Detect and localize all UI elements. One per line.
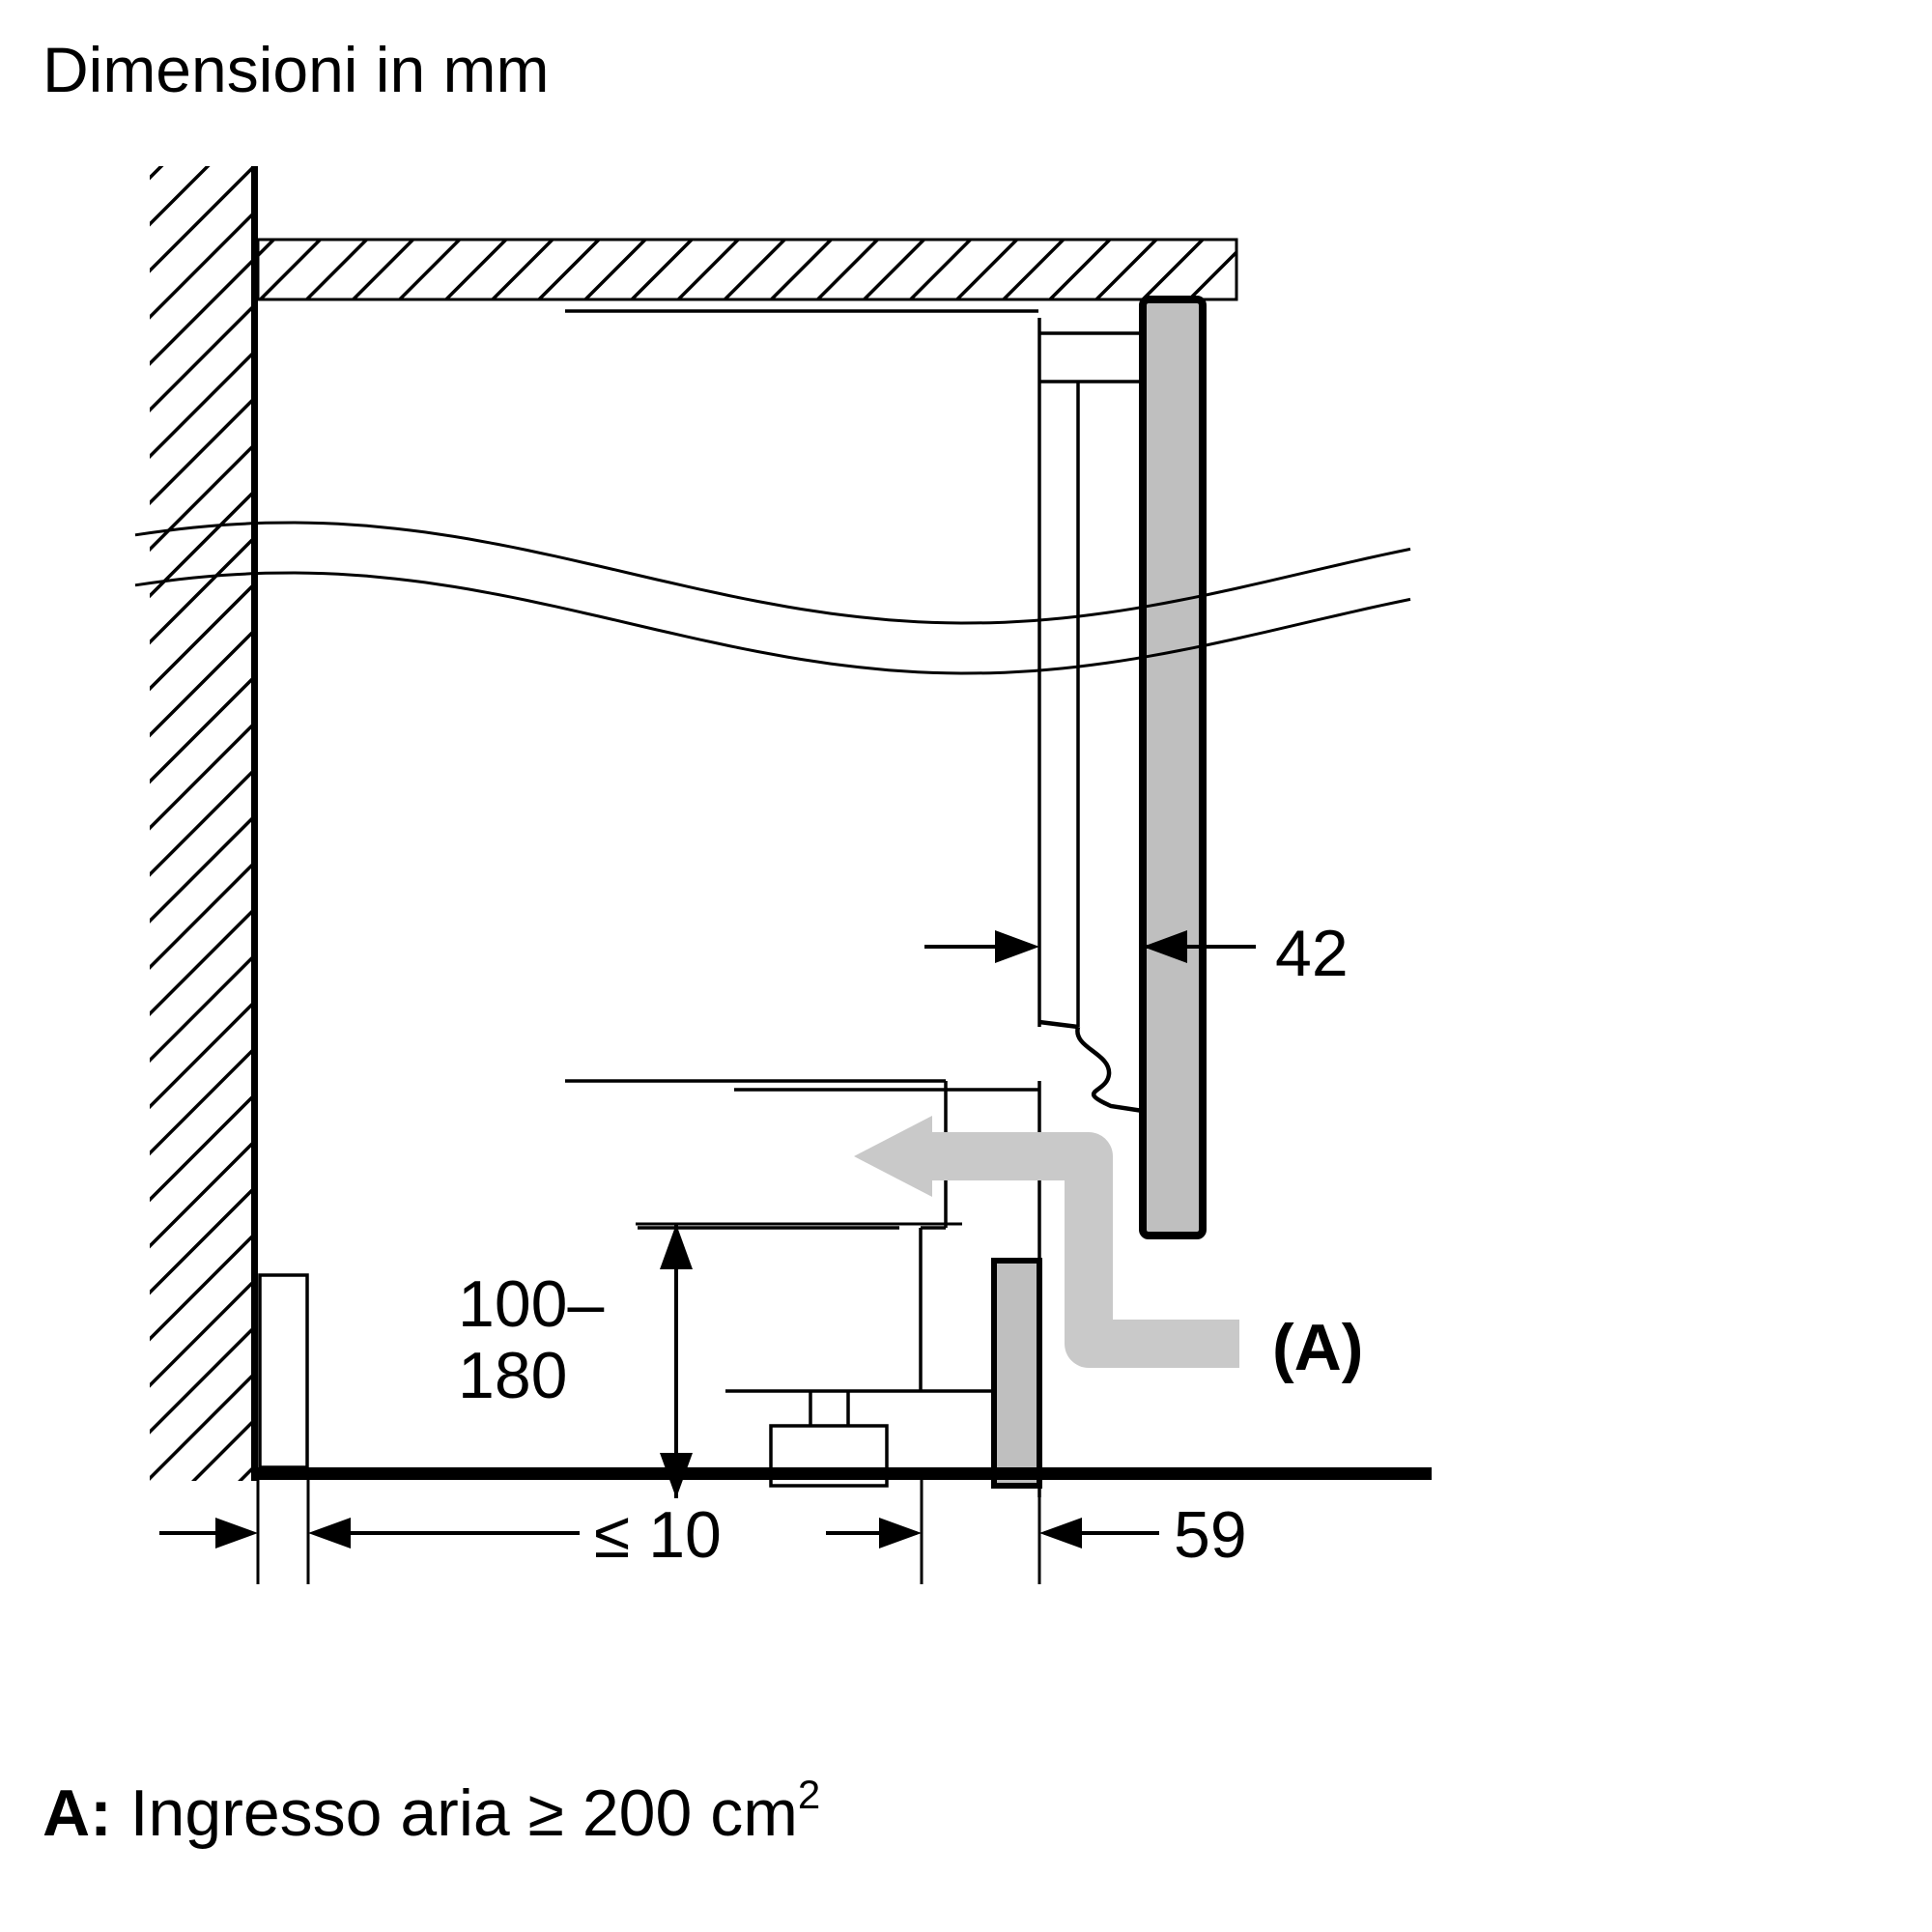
svg-text:59: 59 [1174,1498,1247,1572]
svg-text:180: 180 [458,1339,567,1412]
svg-text:100–: 100– [458,1267,604,1341]
svg-text:42: 42 [1275,917,1349,990]
svg-text:Dimensioni in mm: Dimensioni in mm [43,34,549,105]
svg-text:(A): (A) [1272,1311,1363,1384]
svg-text:≤ 10: ≤ 10 [594,1498,722,1572]
svg-text:A: Ingresso aria ≥ 200 cm2: A: Ingresso aria ≥ 200 cm2 [43,1772,820,1850]
